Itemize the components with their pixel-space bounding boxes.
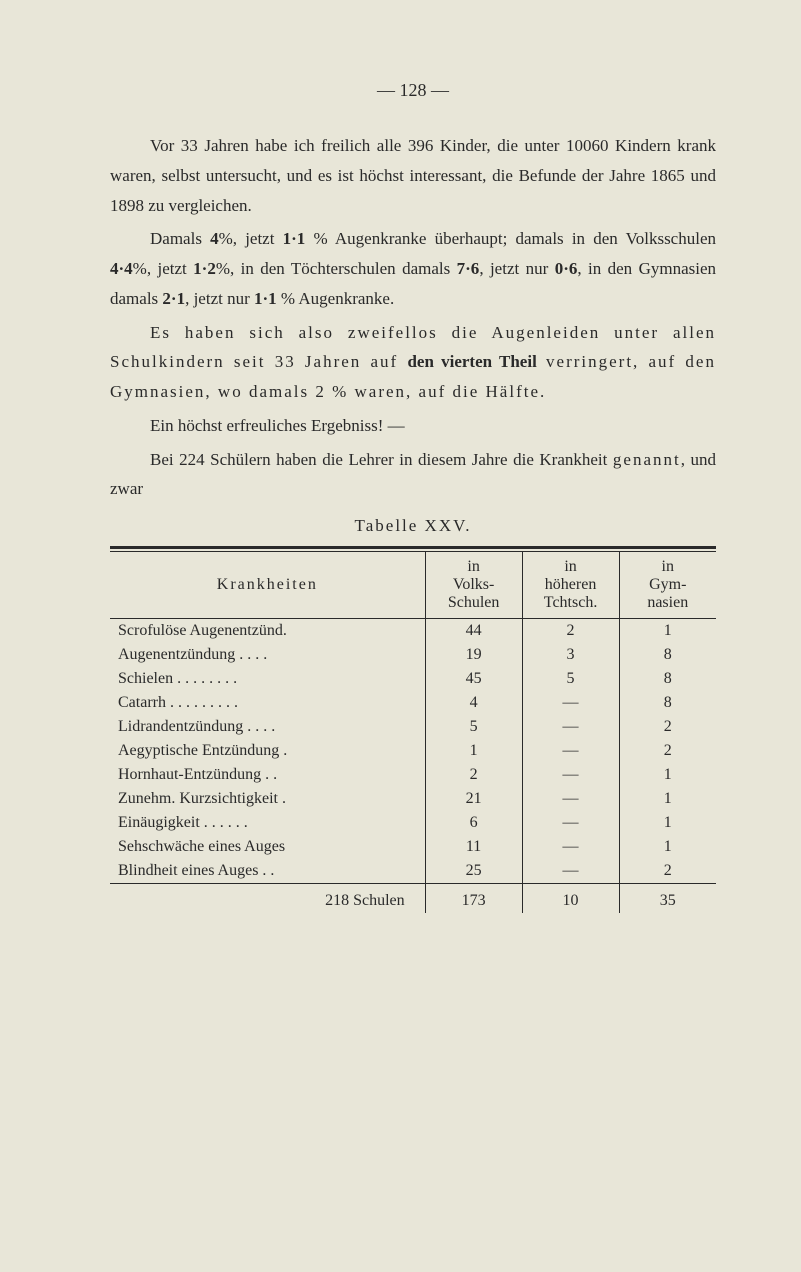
summary-c1: 173 <box>425 884 522 914</box>
bold-value: 4 <box>210 229 219 248</box>
summary-label: 218 Schulen <box>110 884 425 914</box>
row-c3: 2 <box>619 715 716 739</box>
header-col-2: in Volks- Schulen <box>425 552 522 619</box>
table-title: Tabelle XXV. <box>110 516 716 536</box>
table-row: Catarrh . . . . . . . . .4—8 <box>110 691 716 715</box>
row-label: Zunehm. Kurzsichtigkeit . <box>110 787 425 811</box>
row-label: Sehschwäche eines Auges <box>110 835 425 859</box>
header-col-3: in höheren Tchtsch. <box>522 552 619 619</box>
table-row: Scrofulöse Augenentzünd.4421 <box>110 619 716 644</box>
row-c3: 8 <box>619 667 716 691</box>
text: %, jetzt <box>133 259 193 278</box>
table-row: Einäugigkeit . . . . . .6—1 <box>110 811 716 835</box>
table-row: Aegyptische Entzündung .1—2 <box>110 739 716 763</box>
paragraph-2: Damals 4%, jetzt 1·1 % Augenkranke überh… <box>110 224 716 313</box>
row-c2: — <box>522 811 619 835</box>
row-c3: 8 <box>619 643 716 667</box>
summary-c2: 10 <box>522 884 619 914</box>
row-c3: 8 <box>619 691 716 715</box>
row-c1: 45 <box>425 667 522 691</box>
row-c3: 1 <box>619 619 716 644</box>
row-c3: 2 <box>619 739 716 763</box>
row-c2: — <box>522 859 619 884</box>
table-row: Sehschwäche eines Auges11—1 <box>110 835 716 859</box>
row-c1: 4 <box>425 691 522 715</box>
bold-value: 1·2 <box>193 259 216 278</box>
row-c2: — <box>522 739 619 763</box>
bold-value: 7·6 <box>457 259 480 278</box>
text: %, jetzt <box>219 229 283 248</box>
bold-value: 0·6 <box>555 259 578 278</box>
header-col-4: in Gym- nasien <box>619 552 716 619</box>
row-c3: 1 <box>619 763 716 787</box>
table-row: Lidrandentzündung . . . .5—2 <box>110 715 716 739</box>
summary-c3: 35 <box>619 884 716 914</box>
row-label: Lidrandentzündung . . . . <box>110 715 425 739</box>
paragraph-3: Es haben sich also zweifellos die Augenl… <box>110 318 716 407</box>
text: Damals <box>150 229 210 248</box>
paragraph-1: Vor 33 Jahren habe ich freilich alle 396… <box>110 131 716 220</box>
row-c1: 21 <box>425 787 522 811</box>
row-label: Einäugigkeit . . . . . . <box>110 811 425 835</box>
row-label: Augenentzündung . . . . <box>110 643 425 667</box>
text: %, in den Töchterschulen damals <box>216 259 457 278</box>
row-c2: 2 <box>522 619 619 644</box>
row-c2: — <box>522 691 619 715</box>
row-c2: — <box>522 835 619 859</box>
spaced-text: genannt <box>613 450 681 469</box>
row-c3: 1 <box>619 811 716 835</box>
row-c1: 11 <box>425 835 522 859</box>
row-c1: 1 <box>425 739 522 763</box>
row-c1: 25 <box>425 859 522 884</box>
bold-value: 1·1 <box>283 229 306 248</box>
row-label: Aegyptische Entzündung . <box>110 739 425 763</box>
row-label: Blindheit eines Auges . . <box>110 859 425 884</box>
table-row: Schielen . . . . . . . .4558 <box>110 667 716 691</box>
header-col-1: Krankheiten <box>110 552 425 619</box>
row-label: Schielen . . . . . . . . <box>110 667 425 691</box>
row-label: Catarrh . . . . . . . . . <box>110 691 425 715</box>
table-row: Hornhaut-Entzündung . .2—1 <box>110 763 716 787</box>
row-c1: 5 <box>425 715 522 739</box>
row-c1: 2 <box>425 763 522 787</box>
page-number: — 128 — <box>110 80 716 101</box>
row-c3: 1 <box>619 787 716 811</box>
row-c1: 44 <box>425 619 522 644</box>
row-c3: 2 <box>619 859 716 884</box>
row-c3: 1 <box>619 835 716 859</box>
row-c2: 3 <box>522 643 619 667</box>
table-row: Zunehm. Kurzsichtigkeit .21—1 <box>110 787 716 811</box>
bold-text: den vierten Theil <box>407 352 536 371</box>
text: Bei 224 Schülern haben die Lehrer in die… <box>150 450 613 469</box>
text: % Augenkranke überhaupt; damals in den V… <box>305 229 716 248</box>
row-c2: 5 <box>522 667 619 691</box>
text: , jetzt nur <box>185 289 254 308</box>
table-row: Blindheit eines Auges . .25—2 <box>110 859 716 884</box>
bold-value: 1·1 <box>254 289 277 308</box>
row-c1: 6 <box>425 811 522 835</box>
row-c1: 19 <box>425 643 522 667</box>
text: % Augenkranke. <box>277 289 395 308</box>
bold-value: 4·4 <box>110 259 133 278</box>
paragraph-5: Bei 224 Schülern haben die Lehrer in die… <box>110 445 716 505</box>
table-header-row: Krankheiten in Volks- Schulen in höheren… <box>110 552 716 619</box>
row-label: Scrofulöse Augenentzünd. <box>110 619 425 644</box>
row-c2: — <box>522 715 619 739</box>
row-label: Hornhaut-Entzündung . . <box>110 763 425 787</box>
text: , jetzt nur <box>479 259 554 278</box>
paragraph-4: Ein höchst erfreuliches Ergebniss! — <box>110 411 716 441</box>
row-c2: — <box>522 787 619 811</box>
table-row: Augenentzündung . . . .1938 <box>110 643 716 667</box>
data-table: Krankheiten in Volks- Schulen in höheren… <box>110 552 716 913</box>
summary-row: 218 Schulen 173 10 35 <box>110 884 716 914</box>
row-c2: — <box>522 763 619 787</box>
bold-value: 2·1 <box>162 289 185 308</box>
